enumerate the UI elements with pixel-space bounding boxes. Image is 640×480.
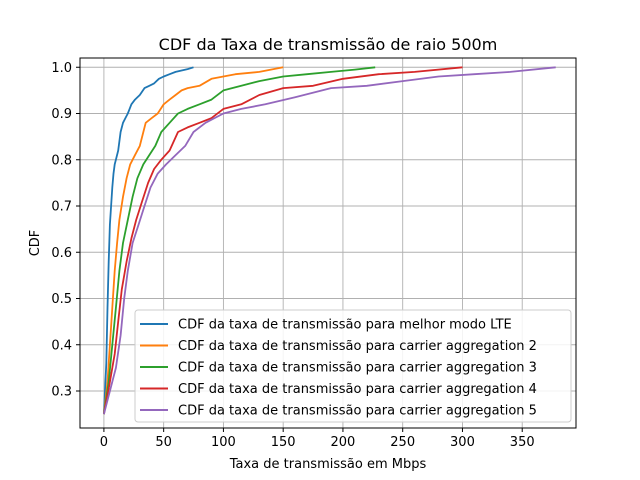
series-line-4	[103, 66, 463, 415]
x-tick-label: 50	[155, 435, 172, 450]
plot-frame	[79, 57, 577, 429]
y-tick-label: 0.6	[51, 246, 72, 261]
y-tick-label: 1.0	[51, 61, 72, 76]
x-tick-label: 300	[450, 435, 475, 450]
x-axis-label: Taxa de transmissão em Mbps	[229, 457, 427, 472]
x-tick-label: 250	[390, 435, 415, 450]
y-tick-label: 0.3	[51, 385, 72, 400]
x-tick-label: 200	[331, 435, 356, 450]
y-tick-label: 0.9	[51, 107, 72, 122]
legend-label-1: CDF da taxa de transmissão para melhor m…	[178, 318, 512, 333]
y-tick-label: 0.4	[51, 338, 72, 353]
legend-label-4: CDF da taxa de transmissão para carrier …	[178, 382, 537, 397]
legend-label-2: CDF da taxa de transmissão para carrier …	[178, 339, 537, 354]
y-axis-label: CDF	[28, 230, 43, 257]
x-tick-label: 150	[271, 435, 296, 450]
grid	[80, 58, 576, 428]
legend-label-5: CDF da taxa de transmissão para carrier …	[178, 404, 537, 419]
chart-title: CDF da Taxa de transmissão de raio 500m	[159, 35, 498, 54]
y-tick-label: 0.8	[51, 153, 72, 168]
legend: CDF da taxa de transmissão para melhor m…	[134, 309, 572, 423]
series-line-3	[103, 66, 376, 415]
y-tick-label: 0.7	[51, 200, 72, 215]
series-line-1	[103, 66, 194, 415]
series-lines	[103, 66, 556, 415]
series-line-5	[103, 66, 556, 415]
x-tick-label: 0	[100, 435, 108, 450]
axis-ticks: 0 50 100 150 200 250 300 350 0.3 0.4 0.5 0.6 0.7 0.8 0…	[51, 61, 534, 450]
x-tick-label: 100	[211, 435, 236, 450]
legend-box	[134, 309, 572, 423]
y-tick-label: 0.5	[51, 292, 72, 307]
legend-label-3: CDF da taxa de transmissão para carrier …	[178, 361, 537, 376]
series-line-2	[103, 66, 284, 415]
x-tick-label: 350	[510, 435, 535, 450]
